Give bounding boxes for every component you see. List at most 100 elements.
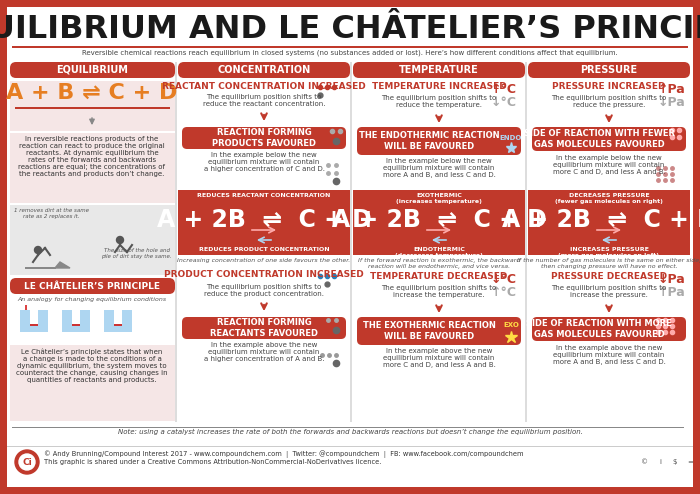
Bar	[7, 446, 693, 447]
Text: ENDOTHERMIC
(decreases temperature): ENDOTHERMIC (decreases temperature)	[395, 247, 483, 258]
Text: In the example above the new
equilibrium mixture will contain
more A and B, and : In the example above the new equilibrium…	[552, 345, 666, 365]
Bar	[353, 190, 525, 255]
FancyBboxPatch shape	[10, 278, 175, 294]
Text: PRESSURE INCREASED: PRESSURE INCREASED	[552, 82, 666, 91]
Text: =: =	[687, 459, 693, 465]
Polygon shape	[24, 308, 28, 316]
FancyBboxPatch shape	[182, 317, 346, 339]
Text: REACTANT CONCENTRATION INCREASED: REACTANT CONCENTRATION INCREASED	[162, 82, 366, 91]
FancyBboxPatch shape	[357, 317, 521, 345]
Text: If the forward reaction is exothermic, the backward
reaction will be endothermic: If the forward reaction is exothermic, t…	[358, 258, 520, 269]
Text: ↑Pa: ↑Pa	[657, 286, 685, 299]
Text: LE CHÂTELIER’S PRINCIPLE: LE CHÂTELIER’S PRINCIPLE	[24, 282, 160, 290]
Text: ENDO: ENDO	[500, 135, 522, 141]
Text: EQUILIBRIUM AND LE CHÂTELIER’S PRINCIPLE: EQUILIBRIUM AND LE CHÂTELIER’S PRINCIPLE	[0, 10, 700, 44]
Text: In the example below the new
equilibrium mixture will contain
a higher concentra: In the example below the new equilibrium…	[204, 152, 325, 172]
FancyBboxPatch shape	[182, 127, 346, 149]
Circle shape	[116, 237, 123, 244]
Bar	[7, 446, 693, 487]
Bar	[62, 310, 90, 332]
Bar	[20, 310, 48, 332]
Bar	[12, 46, 688, 48]
Bar	[525, 62, 527, 422]
Bar	[15, 107, 170, 109]
Text: CONCENTRATION: CONCENTRATION	[218, 65, 311, 75]
Text: TEMPERATURE: TEMPERATURE	[399, 65, 479, 75]
Bar	[72, 310, 80, 324]
Bar	[178, 190, 350, 255]
Text: INCREASES PRESSURE
(more gas molecules on left): INCREASES PRESSURE (more gas molecules o…	[559, 247, 659, 258]
Text: If the number of gas molecules is the same on either side,
then changing pressur: If the number of gas molecules is the sa…	[517, 258, 700, 269]
Bar	[72, 324, 80, 326]
Bar	[175, 62, 177, 422]
Text: The equilibrium position shifts to
increase the temperature.: The equilibrium position shifts to incre…	[382, 285, 496, 298]
Text: REACTION FORMING
REACTANTS FAVOURED: REACTION FORMING REACTANTS FAVOURED	[210, 318, 318, 338]
Text: ↑Pa: ↑Pa	[657, 83, 685, 96]
FancyBboxPatch shape	[353, 62, 525, 78]
Text: TEMPERATURE DECREASED: TEMPERATURE DECREASED	[370, 272, 508, 281]
Text: © Andy Brunning/Compound Interest 2017 - www.compoundchem.com  |  Twitter: @comp: © Andy Brunning/Compound Interest 2017 -…	[44, 450, 524, 458]
Text: TEMPERATURE INCREASED: TEMPERATURE INCREASED	[372, 82, 506, 91]
Text: In the example above the new
equilibrium mixture will contain
a higher concentra: In the example above the new equilibrium…	[204, 342, 324, 362]
FancyBboxPatch shape	[178, 62, 350, 78]
Bar	[30, 310, 38, 324]
Text: ↑°C: ↑°C	[491, 286, 517, 299]
Text: In reversible reactions products of the
reaction can react to produce the origin: In reversible reactions products of the …	[18, 136, 165, 177]
Circle shape	[19, 454, 35, 470]
Text: The equilibrium position shifts to
reduce the temperature.: The equilibrium position shifts to reduc…	[382, 95, 496, 108]
Text: A + 2B  ⇌  C + D: A + 2B ⇌ C + D	[332, 208, 547, 232]
Text: EXO: EXO	[503, 322, 519, 328]
Bar	[10, 81, 175, 131]
Polygon shape	[25, 262, 70, 268]
Text: PRESSURE DECREASED: PRESSURE DECREASED	[551, 272, 667, 281]
Bar	[10, 205, 175, 275]
Text: ©: ©	[641, 459, 649, 465]
Text: REACTION FORMING
PRODUCTS FAVOURED: REACTION FORMING PRODUCTS FAVOURED	[212, 128, 316, 148]
Text: THE ENDOTHERMIC REACTION
WILL BE FAVOURED: THE ENDOTHERMIC REACTION WILL BE FAVOURE…	[358, 131, 499, 151]
Bar	[104, 310, 132, 332]
Text: The equilibrium position shifts to
increase the pressure.: The equilibrium position shifts to incre…	[552, 285, 666, 298]
Circle shape	[15, 450, 39, 474]
Bar	[7, 425, 693, 443]
Text: SIDE OF REACTION WITH MORE
GAS MOLECULES FAVOURED: SIDE OF REACTION WITH MORE GAS MOLECULES…	[526, 319, 672, 339]
Bar	[114, 310, 122, 324]
Bar	[25, 305, 27, 310]
Text: DECREASES PRESSURE
(fewer gas molecules on right): DECREASES PRESSURE (fewer gas molecules …	[555, 193, 663, 204]
Text: In the example below the new
equilibrium mixture will contain
more C and D, and : In the example below the new equilibrium…	[552, 155, 666, 175]
Text: $: $	[673, 459, 678, 465]
FancyBboxPatch shape	[532, 127, 686, 151]
Text: PRODUCT CONCENTRATION INCREASED: PRODUCT CONCENTRATION INCREASED	[164, 270, 364, 279]
Text: Le Châtelier’s principle states that when
a change is made to the conditions of : Le Châtelier’s principle states that whe…	[16, 348, 168, 382]
Bar	[350, 62, 352, 422]
Bar	[10, 345, 175, 421]
FancyBboxPatch shape	[357, 127, 521, 155]
Text: ↓Pa: ↓Pa	[657, 273, 685, 286]
Text: REDUCES PRODUCT CONCENTRATION: REDUCES PRODUCT CONCENTRATION	[199, 247, 329, 252]
Text: EQUILIBRIUM: EQUILIBRIUM	[56, 65, 128, 75]
Text: ↓Pa: ↓Pa	[657, 96, 685, 109]
Text: Ci: Ci	[22, 457, 32, 466]
Text: ↑°C: ↑°C	[491, 83, 517, 96]
Text: In the example above the new
equilibrium mixture will contain
more C and D, and : In the example above the new equilibrium…	[383, 348, 496, 368]
Bar	[10, 133, 175, 203]
Text: Note: using a catalyst increases the rate of both the forwards and backwards rea: Note: using a catalyst increases the rat…	[118, 429, 582, 435]
Text: ↓°C: ↓°C	[491, 96, 517, 109]
Text: Reversible chemical reactions reach equilibrium in closed systems (no substances: Reversible chemical reactions reach equi…	[82, 49, 618, 55]
Bar	[12, 427, 684, 428]
Text: This graphic is shared under a Creative Commons Attribution-NonCommercial-NoDeri: This graphic is shared under a Creative …	[44, 459, 382, 465]
Text: Increasing concentration of one side favours the other.: Increasing concentration of one side fav…	[177, 258, 351, 263]
Text: A + B ⇌ C + D: A + B ⇌ C + D	[6, 83, 178, 103]
Text: SIDE OF REACTION WITH FEWER
GAS MOLECULES FAVOURED: SIDE OF REACTION WITH FEWER GAS MOLECULE…	[524, 129, 675, 149]
Text: A + 2B  ⇌  C + D: A + 2B ⇌ C + D	[157, 208, 372, 232]
Circle shape	[34, 247, 41, 253]
Text: PRESSURE: PRESSURE	[580, 65, 638, 75]
Bar	[30, 324, 38, 326]
FancyBboxPatch shape	[10, 62, 175, 78]
FancyBboxPatch shape	[532, 317, 686, 341]
Text: The equilibrium position shifts to
reduce the reactant concentration.: The equilibrium position shifts to reduc…	[203, 94, 326, 107]
Text: 1 removes dirt at the same
rate as 2 replaces it.: 1 removes dirt at the same rate as 2 rep…	[14, 208, 89, 219]
Text: The size of the hole and
pile of dirt stay the same.: The size of the hole and pile of dirt st…	[102, 248, 172, 259]
Text: THE EXOTHERMIC REACTION
WILL BE FAVOURED: THE EXOTHERMIC REACTION WILL BE FAVOURED	[363, 321, 496, 341]
Text: In the example below the new
equilibrium mixture will contain
more A and B, and : In the example below the new equilibrium…	[383, 158, 496, 178]
Text: The equilibrium position shifts to
reduce the product concentration.: The equilibrium position shifts to reduc…	[204, 284, 324, 297]
